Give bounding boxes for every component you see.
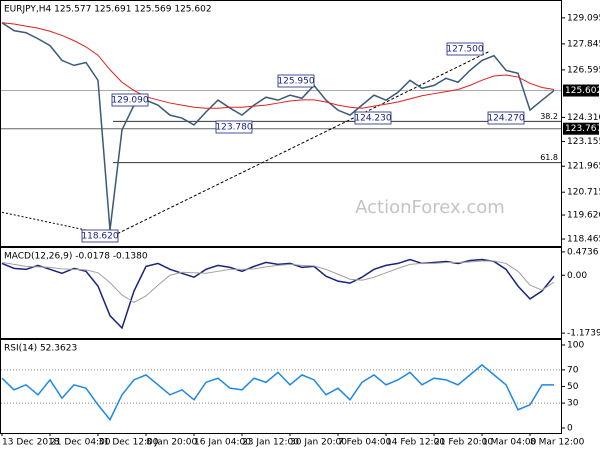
x-tick-label: 8 Mar 12:00 <box>530 438 585 448</box>
annotation-box <box>446 42 484 56</box>
annotation-label: 118.620 <box>81 232 118 242</box>
annotation-box <box>81 229 119 243</box>
series-line <box>1 363 554 422</box>
y-tick-label: 121.965 <box>567 162 600 172</box>
annotation-box <box>487 111 525 125</box>
panel-title: RSI(14) 52.3623 <box>4 344 77 354</box>
y-tick-label: 70 <box>567 365 579 375</box>
watermark: ActionForex.com <box>355 197 505 218</box>
x-tick-label: 7 Feb 04:00 <box>338 438 392 448</box>
panel-title: EURJPY,H4 125.577 125.691 125.569 125.60… <box>4 5 212 15</box>
x-tick-label: 30 Jan 20:00 <box>290 438 347 448</box>
y-tick-label: 0 <box>567 424 573 434</box>
annotation-box <box>111 93 149 107</box>
fib-label: 38.2 <box>540 112 558 121</box>
x-tick-label: 23 Jan 12:00 <box>242 438 299 448</box>
price-box <box>563 122 599 135</box>
x-tick-label: 8 Jan 20:00 <box>146 438 198 448</box>
support-label: 123.767 <box>565 124 600 134</box>
y-tick-label: -1.1739 <box>567 329 600 339</box>
x-tick-label: 21 Feb 20:00 <box>434 438 493 448</box>
y-tick-label: 124.310 <box>567 113 600 123</box>
series-line <box>1 22 555 231</box>
annotation-label: 124.270 <box>487 114 524 124</box>
y-tick-label: 120.715 <box>567 188 600 198</box>
x-tick-label: 13 Dec 2018 <box>2 438 60 448</box>
annotation-label: 129.090 <box>111 96 148 106</box>
panel-frame <box>0 339 562 434</box>
y-tick-label: 50 <box>567 382 579 392</box>
annotation-box <box>215 120 253 134</box>
x-tick-label: 21 Dec 04:00 <box>50 438 111 448</box>
series-line <box>1 22 555 109</box>
y-tick-label: 119.620 <box>567 210 600 220</box>
current-price-label: 125.602 <box>565 86 600 96</box>
y-tick-label: 123.155 <box>567 137 600 147</box>
x-tick-label: 31 Dec 12:00 <box>98 438 159 448</box>
y-tick-label: 126.595 <box>567 65 600 75</box>
annotation-label: 123.780 <box>215 123 252 133</box>
y-tick-label: 0.00 <box>567 271 587 281</box>
panel-frame <box>0 247 562 339</box>
y-tick-label: 0.4736 <box>567 247 599 257</box>
fib-label: 61.8 <box>540 153 558 162</box>
annotation-label: 125.950 <box>277 77 314 87</box>
price-box <box>563 84 599 97</box>
y-tick-label: 127.845 <box>567 39 600 49</box>
y-tick-label: 30 <box>567 399 579 409</box>
y-tick-label: 118.465 <box>567 235 600 245</box>
panel-title: MACD(12,26,9) -0.0178 -0.1380 <box>4 252 148 262</box>
x-tick-label: 16 Jan 04:00 <box>194 438 251 448</box>
annotation-box <box>277 74 315 88</box>
y-tick-label: 100 <box>567 340 584 350</box>
y-tick-label: 129.095 <box>567 13 600 23</box>
trendline <box>1 211 114 237</box>
panel-frame <box>0 0 562 247</box>
series-line <box>1 260 555 303</box>
annotation-label: 127.500 <box>446 45 483 55</box>
x-tick-label: 14 Feb 12:00 <box>386 438 445 448</box>
annotation-label: 124.230 <box>354 114 391 124</box>
annotation-box <box>354 111 392 125</box>
x-tick-label: 1 Mar 04:00 <box>482 438 537 448</box>
